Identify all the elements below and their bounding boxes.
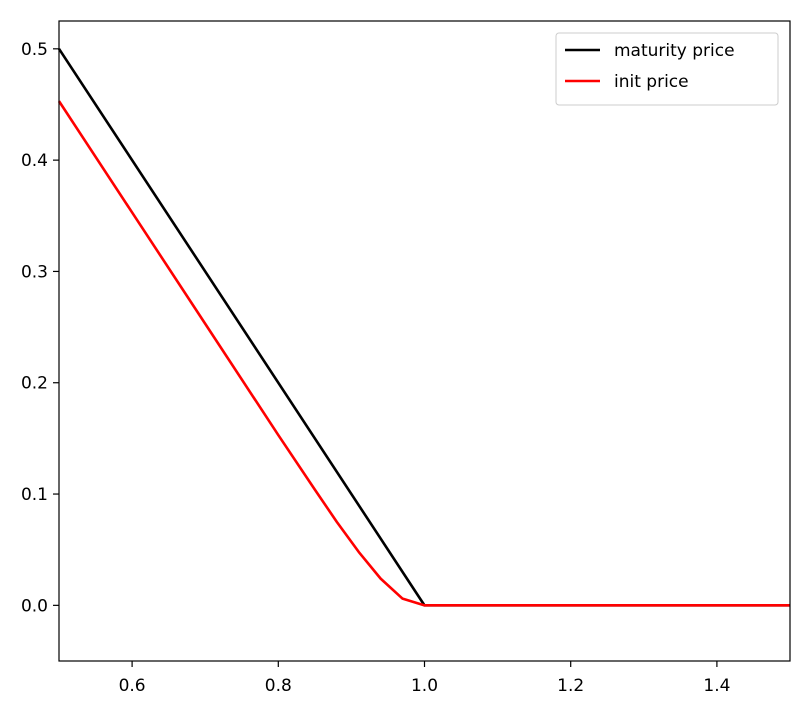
legend-label-0: maturity price <box>614 41 735 61</box>
x-tick-label: 0.6 <box>119 676 146 696</box>
x-tick-label: 1.4 <box>703 676 730 696</box>
y-axis: 0.0 0.1 0.2 0.3 0.4 0.5 <box>21 40 59 616</box>
y-tick-label: 0.1 <box>21 485 48 505</box>
x-axis: 0.6 0.8 1.0 1.2 1.4 <box>119 661 730 696</box>
legend-box <box>555 32 779 106</box>
x-tick-label: 0.8 <box>265 676 292 696</box>
y-tick-label: 0.5 <box>21 40 48 60</box>
y-tick-label: 0.4 <box>21 151 48 171</box>
x-tick-label: 1.2 <box>557 676 584 696</box>
y-tick-label: 0.0 <box>21 596 48 616</box>
y-tick-label: 0.3 <box>21 262 48 282</box>
y-tick-label: 0.2 <box>21 374 48 394</box>
series-line-1 <box>57 100 790 607</box>
legend: maturity price init price <box>555 32 779 106</box>
x-tick-label: 1.0 <box>411 676 438 696</box>
series-layer <box>57 48 790 607</box>
legend-label-1: init price <box>614 72 689 92</box>
